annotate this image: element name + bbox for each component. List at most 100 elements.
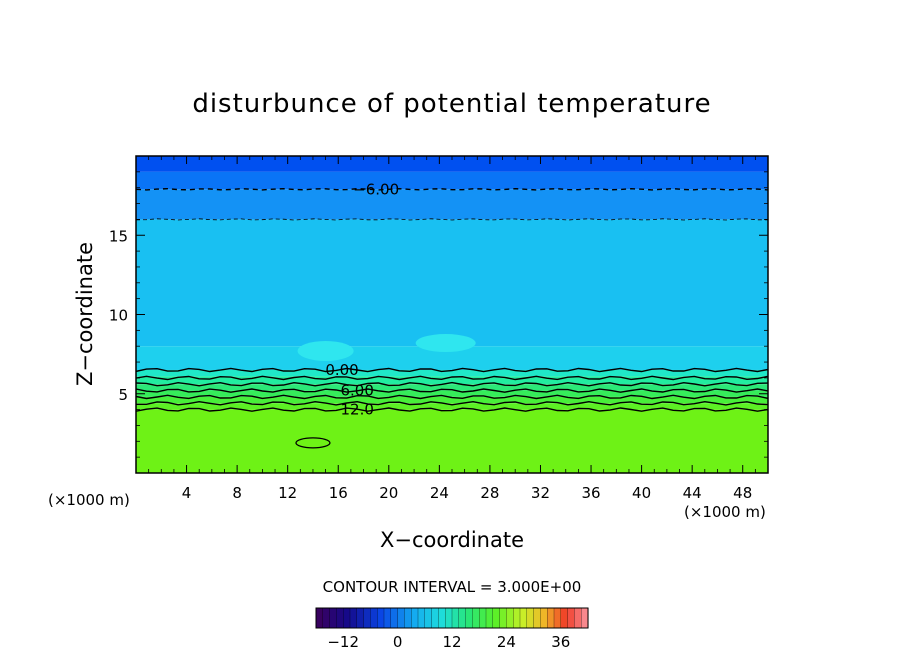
colorbar-cell [377,607,385,629]
x-tick-label: 16 [329,484,348,502]
x-tick-label: 12 [278,484,297,502]
x-tick-label: 44 [683,484,702,502]
contour-line [136,218,768,221]
colorbar-cell [356,607,365,629]
contour-label: 6.00 [340,382,373,400]
contour-line [136,400,768,406]
colorbar-cell [526,607,535,629]
colorbar-cell [322,607,331,629]
value-band [297,340,354,361]
value-band [136,409,768,473]
contour-line [136,367,768,373]
y-tick-label: 10 [109,307,128,325]
colorbar-cell [431,607,439,629]
value-band [136,396,768,404]
colorbar-cell [485,607,494,629]
colorbar-tick-label: −12 [327,633,359,651]
colorbar-cell [438,607,446,629]
x-tick-label: 20 [379,484,398,502]
colorbar-cell [370,607,378,629]
contour-line [136,381,768,387]
contour-line [136,388,768,393]
colorbar-cell [397,607,405,629]
colorbar [315,607,589,629]
x-tick-label: 28 [480,484,499,502]
colorbar-cell [404,607,412,629]
value-band [136,189,768,220]
x-tick-label: 48 [733,484,752,502]
colorbar-cell [343,607,351,629]
colorbar-cell [506,607,514,629]
contour-label: −6.00 [353,180,399,198]
colorbar-cell [560,607,569,629]
contour-interval-text: CONTOUR INTERVAL = 3.000E+00 [323,578,582,596]
colorbar-cell [513,607,521,629]
colorbar-frame [315,607,589,629]
chart-title: disturbunce of potential temperature [192,89,711,119]
x-tick-label: 4 [182,484,192,502]
colorbar-cell [533,607,541,629]
colorbar-cell [581,607,589,629]
value-band [136,369,768,377]
colorbar-cell [574,607,582,629]
contour-line [136,407,768,412]
x-tick-label: 32 [531,484,550,502]
colorbar-cell [417,607,426,629]
value-band [136,219,768,347]
colorbar-cell [315,607,324,629]
colorbar-cell [390,607,399,629]
contour-line [295,437,331,449]
colorbar-cell [363,607,371,629]
value-band [136,390,768,397]
colorbar-cell [411,607,419,629]
colorbar-tick-label: 24 [497,633,516,651]
colorbar-cell [424,607,433,629]
colorbar-cell [479,607,487,629]
colorbar-tick-label: 36 [551,633,570,651]
contour-layer [136,187,768,412]
colorbar-cell [547,607,555,629]
contour-label: 0.00 [325,361,358,379]
colorbar-cell [519,607,528,629]
x-tick-label: 36 [581,484,600,502]
value-band [136,376,768,385]
y-axis-label: Z−coordinate [73,242,97,386]
colorbar-cell [349,607,358,629]
colorbar-cell [499,607,507,629]
x-tick-label: 8 [232,484,242,502]
x-unit-left: (×1000 m) [48,491,130,509]
contour-line [136,394,768,400]
colorbar-cell [492,607,501,629]
contour-line [136,375,768,381]
y-axis-ticks: 5 10 15 [109,171,768,458]
colorbar-cell [567,607,575,629]
colorbar-cell [465,607,473,629]
value-band [136,384,768,391]
colorbar-cell [553,607,562,629]
x-axis-label: X−coordinate [380,528,524,552]
value-band [136,171,768,190]
colorbar-cell [540,607,548,629]
colorbar-cell [329,607,337,629]
colorbar-cell [472,607,480,629]
x-unit-right: (×1000 m) [684,503,766,521]
y-tick-label: 15 [109,227,128,245]
colorbar-cell [383,607,392,629]
colorbar-cell [445,607,453,629]
value-band [136,156,768,172]
contour-label: 12.0 [340,401,373,419]
contour-line [136,187,768,191]
colorbar-cell [458,607,467,629]
colorbar-cell [336,607,344,629]
value-band [136,403,768,410]
colorbar-cell [451,607,460,629]
x-tick-label: 24 [430,484,449,502]
colorbar-tick-labels: −12 0 12 24 36 [327,633,570,651]
y-tick-label: 5 [118,386,128,404]
plot-area [136,156,768,473]
colorbar-tick-label: 0 [393,633,403,651]
value-band [136,346,768,370]
x-tick-label: 40 [632,484,651,502]
